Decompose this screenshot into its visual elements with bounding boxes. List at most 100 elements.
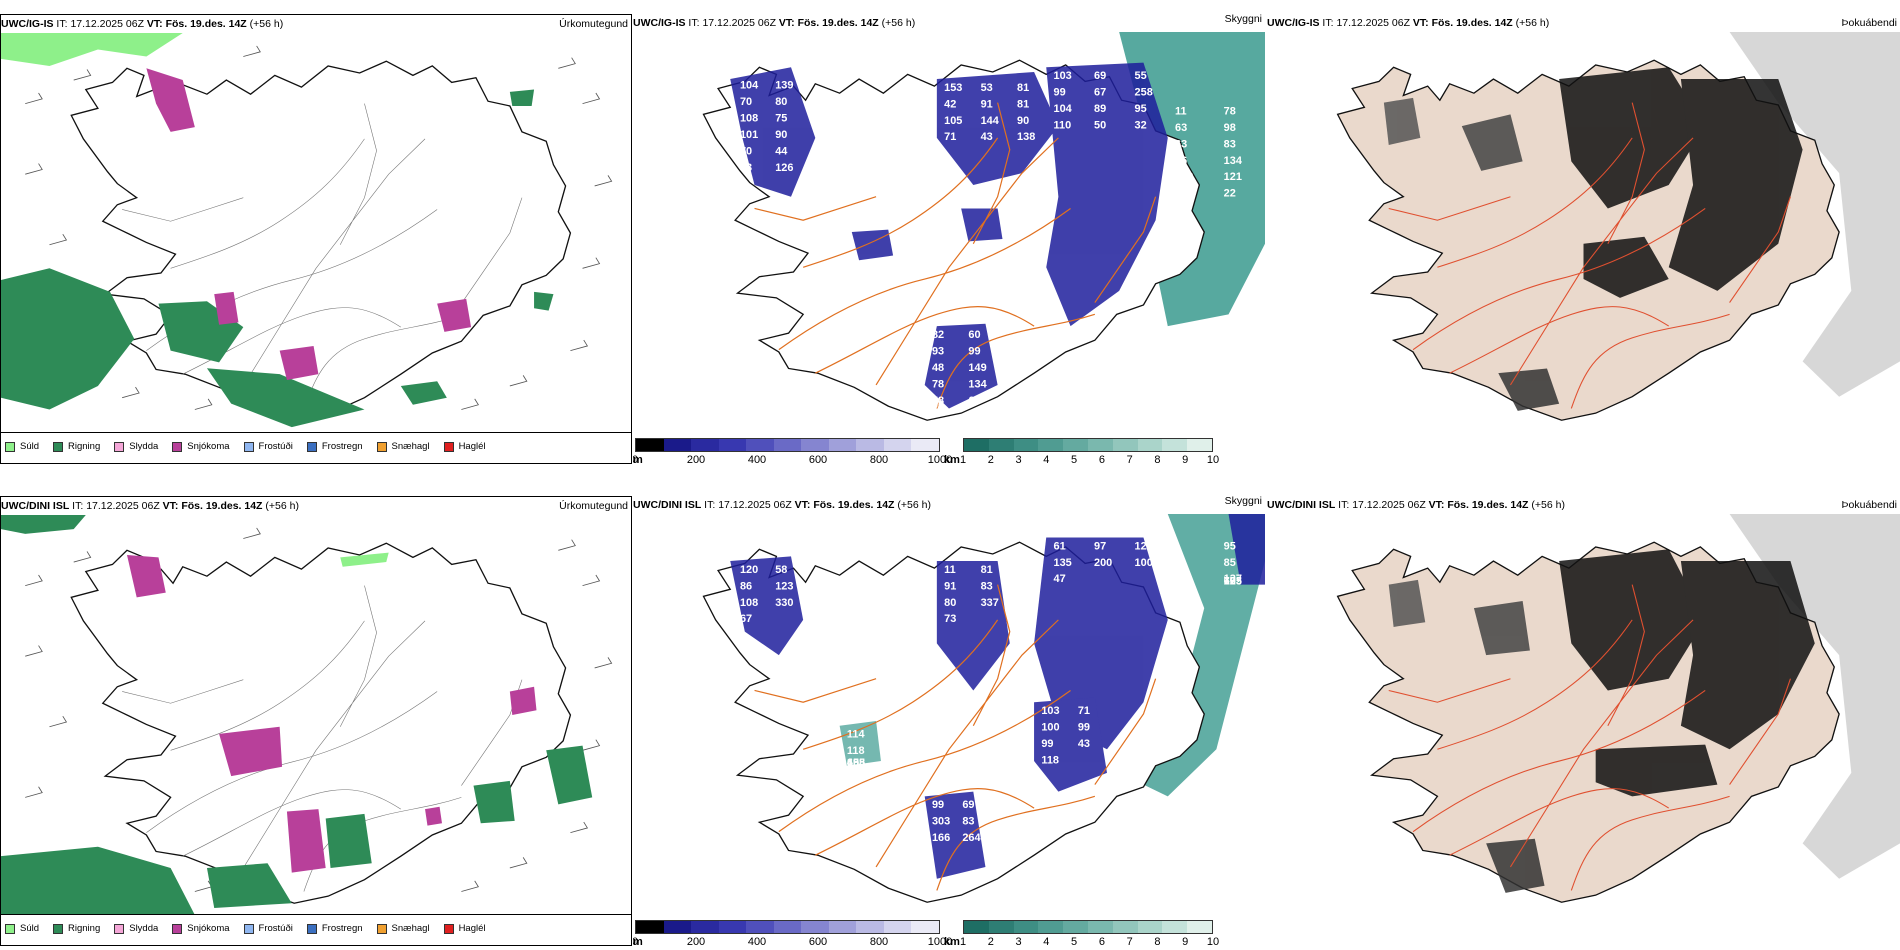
ceiling-value-label: 99 — [1078, 722, 1090, 734]
legend-swatch-frostudi — [243, 923, 254, 934]
ceiling-value-label: 118 — [847, 745, 865, 757]
ceiling-colorbar-bin — [828, 921, 857, 933]
visibility-colorbar-tick: 3 — [1015, 454, 1022, 464]
ceiling-value-label: 200 — [1094, 557, 1112, 569]
ceiling-value-label: 81 — [1017, 82, 1029, 94]
legend-swatch-snjokoma — [172, 441, 183, 452]
legend-swatch-suld — [5, 441, 15, 452]
visibility-colorbar-bin — [1087, 921, 1113, 933]
fog-indicator-panel-top: UWC/IG-IS IT: 17.12.2025 06Z VT: Fös. 19… — [1267, 14, 1900, 464]
ceiling-value-label: 61 — [1054, 540, 1066, 552]
ceiling-value-label: 149 — [968, 362, 986, 374]
ceiling-value-label: 58 — [775, 564, 787, 576]
ceiling-colorbar-bin — [636, 921, 664, 933]
panel-header: UWC/DINI ISL IT: 17.12.2025 06Z VT: Fös.… — [1267, 496, 1900, 514]
ceiling-value-label: 93 — [932, 346, 944, 358]
precip-legend: Súld Rigning Slydda Snjókoma Frostúði Fr… — [1, 914, 631, 945]
ceiling-value-label: 330 — [775, 597, 793, 609]
visibility-colorbar-tick: 5 — [1071, 454, 1078, 464]
ceiling-value-label: 70 — [740, 146, 752, 158]
visibility-colorbar-bin — [964, 439, 989, 451]
ceiling-visibility-panel-top: UWC/IG-IS IT: 17.12.2025 06Z VT: Fös. 19… — [633, 14, 1265, 464]
ceiling-value-label: 135 — [1054, 557, 1072, 569]
fog-dense-areas — [1388, 549, 1815, 893]
panel-header: UWC/IG-IS IT: 17.12.2025 06Z VT: Fös. 19… — [633, 14, 1265, 32]
ceiling-colorbar-bin — [663, 921, 692, 933]
precip-type-map — [1, 33, 613, 428]
panel-header: UWC/IG-IS IT: 17.12.2025 06Z VT: Fös. 19… — [1, 15, 631, 33]
visibility-colorbar-tick: 8 — [1154, 454, 1161, 464]
ceiling-value-label: 118 — [1041, 755, 1059, 767]
ceiling-value-label: 129 — [1175, 171, 1193, 183]
ceiling-value-label: 264 — [962, 832, 980, 844]
ceiling-value-label: 53 — [740, 162, 752, 174]
field-title: Skyggni — [1224, 496, 1262, 507]
ceiling-value-label: 73 — [944, 613, 956, 625]
ceiling-colorbar-tick: 200 — [686, 936, 706, 946]
ceiling-value-label: 49 — [847, 757, 859, 769]
ceiling-value-label: 60 — [968, 395, 980, 407]
ceiling-value-label: 99 — [1041, 738, 1053, 750]
ceiling-value-label: 258 — [1135, 87, 1153, 99]
ceiling-value-label: 96 — [932, 400, 944, 412]
visibility-colorbar-bin — [1013, 439, 1039, 451]
ceiling-value-label: 91 — [944, 580, 956, 592]
visibility-colorbar-bin — [1063, 439, 1088, 451]
visibility-colorbar-bin — [1162, 439, 1188, 451]
ceiling-colorbar-tick: 200 — [686, 454, 706, 464]
ceiling-value-label: 70 — [740, 96, 752, 108]
panel-header: UWC/DINI ISL IT: 17.12.2025 06Z VT: Fös.… — [1, 497, 631, 515]
ceiling-colorbar-tick: 1000 — [927, 936, 953, 946]
ceiling-value-label: 83 — [981, 580, 993, 592]
visibility-colorbar-tick: 1 — [959, 454, 967, 464]
precip-areas — [1, 515, 593, 915]
ceiling-colorbar-tick: 400 — [747, 936, 767, 946]
ceiling-colorbar — [635, 920, 940, 934]
ceiling-value-label: 114 — [847, 729, 865, 741]
ceiling-unit: m — [633, 454, 643, 464]
ceiling-value-label: 121 — [1224, 171, 1242, 183]
ceiling-value-label: 58 — [932, 395, 944, 407]
ceiling-value-labels: 104 153 103 11 82 139 53 69 78 60 70 81 55 63 93 80 42 99… — [740, 70, 1242, 411]
ceiling-value-label: 78 — [1224, 106, 1236, 118]
ceiling-colorbar-tick: 400 — [747, 454, 767, 464]
field-title: Þokuábendi — [1841, 17, 1897, 29]
legend-swatch-snjokoma — [172, 923, 183, 934]
ceiling-value-label: 81 — [1017, 98, 1029, 110]
ceiling-colorbar-bin — [856, 439, 884, 451]
low-ceiling-areas — [730, 62, 1168, 409]
precip-legend: Súld Rigning Slydda Snjókoma Frostúði Fr… — [1, 432, 631, 463]
ceiling-colorbar-tick: 800 — [869, 936, 889, 946]
visibility-colorbar-bin — [1187, 921, 1212, 933]
ceiling-colorbar-tick: 0 — [633, 454, 639, 464]
ceiling-value-label: 11 — [1175, 106, 1187, 118]
ceiling-colorbar-bin — [746, 921, 774, 933]
ceiling-colorbar-tick: 1000 — [927, 454, 953, 464]
visibility-colorbar-tick: 1 — [959, 936, 967, 946]
visibility-colorbar-bin — [1162, 921, 1188, 933]
ceiling-value-label: 303 — [932, 816, 950, 828]
visibility-colorbar-bin — [988, 439, 1014, 451]
ceiling-colorbar-bin — [773, 921, 802, 933]
ceiling-value-label: 81 — [981, 564, 993, 576]
ceiling-value-label: 67 — [1224, 576, 1236, 588]
visibility-colorbar-labels: 1 2 3 4 5 6 7 8 9 10 — [959, 936, 1219, 946]
ceiling-colorbar-tick: 800 — [869, 454, 889, 464]
visibility-colorbar-tick: 7 — [1126, 936, 1133, 946]
ceiling-value-label: 126 — [775, 162, 793, 174]
visibility-colorbar-tick: 6 — [1098, 936, 1105, 946]
legend-swatch-rigning — [53, 923, 64, 934]
ceiling-colorbar-tick: 600 — [808, 936, 828, 946]
ceiling-value-label: 105 — [944, 115, 962, 127]
ceiling-value-label: 47 — [1054, 573, 1066, 585]
ceiling-value-label: 31 — [1175, 188, 1187, 200]
legend-swatch-snaehagl — [376, 923, 387, 934]
legend-swatch-frostregn — [306, 441, 317, 452]
ceiling-value-label: 125 — [1135, 540, 1153, 552]
ceiling-value-label: 80 — [775, 96, 787, 108]
ceiling-value-label: 22 — [1224, 188, 1236, 200]
ceiling-value-label: 11 — [944, 564, 956, 576]
ceiling-colorbar-bin — [718, 439, 747, 451]
